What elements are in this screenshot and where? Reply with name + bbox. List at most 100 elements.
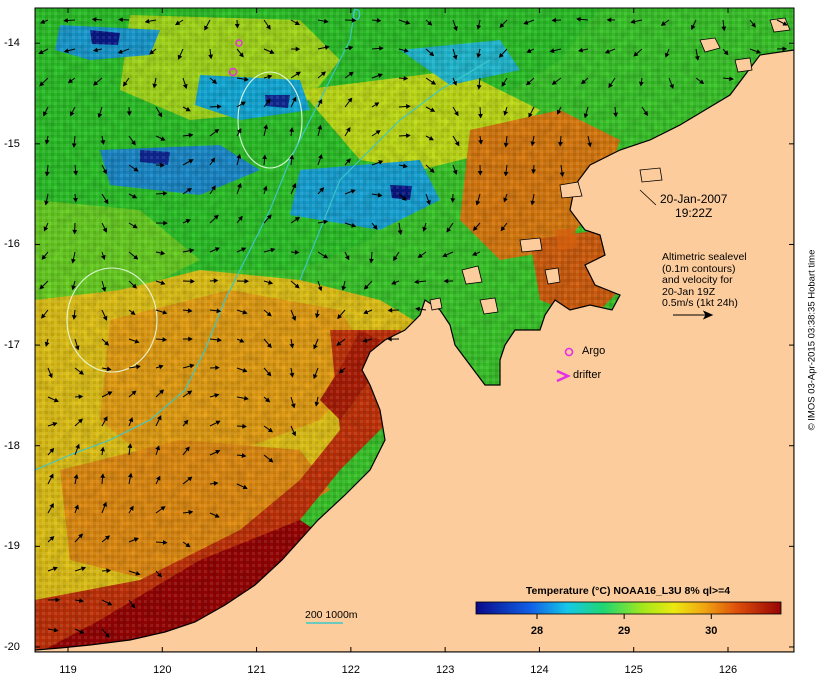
velocity-arrowhead <box>182 83 188 90</box>
velocity-arrowhead <box>242 423 247 429</box>
velocity-arrowhead <box>160 136 166 141</box>
velocity-arrowhead <box>362 338 368 343</box>
velocity-arrowhead <box>476 53 482 59</box>
velocity-arrowhead <box>185 446 190 452</box>
velocity-arrowhead <box>189 248 195 254</box>
velocity-arrowhead <box>391 280 397 285</box>
velocity-arrowhead <box>41 254 47 260</box>
velocity-arrowhead <box>291 183 297 189</box>
velocity-arrowhead <box>266 371 272 377</box>
velocity-arrowhead <box>633 51 639 57</box>
credit-text: © IMOS 03-Apr-2015 03:38:35 Hobart time <box>806 249 818 431</box>
velocity-arrowhead <box>393 255 398 262</box>
velocity-arrowhead <box>67 78 73 84</box>
altimetry-line: and velocity for <box>662 274 733 286</box>
velocity-arrowhead <box>266 311 272 317</box>
velocity-arrowhead <box>429 168 435 173</box>
velocity-arrowhead <box>446 227 452 233</box>
velocity-arrowhead <box>341 285 347 291</box>
velocity-arrowhead <box>265 98 271 104</box>
velocity-arrowhead <box>295 71 301 77</box>
velocity-arrowhead <box>72 229 78 235</box>
velocity-arrowhead <box>478 113 483 119</box>
velocity-arrowhead <box>177 54 183 60</box>
velocity-arrowhead <box>100 139 106 145</box>
velocity-arrowhead <box>339 368 345 374</box>
velocity-arrowhead <box>581 79 587 85</box>
velocity-arrowhead <box>216 308 222 314</box>
velocity-arrowhead <box>214 513 220 518</box>
velocity-arrowhead <box>318 154 323 160</box>
velocity-arrowhead <box>578 47 584 53</box>
velocity-arrowhead <box>266 24 271 30</box>
lon-tick-label: 126 <box>718 664 738 676</box>
velocity-arrowhead <box>526 80 532 86</box>
colorbar-tick-label: 28 <box>530 625 544 637</box>
velocity-arrowhead <box>559 172 565 177</box>
axis-ticks <box>35 8 794 652</box>
date-stamp: 20-Jan-2007 19:22Z <box>660 192 727 220</box>
velocity-arrowhead <box>241 453 247 458</box>
velocity-arrowhead <box>73 473 79 479</box>
velocity-arrowhead <box>269 49 275 54</box>
velocity-arrowhead <box>314 313 320 319</box>
velocity-arrowhead <box>472 225 478 231</box>
velocity-arrowhead <box>242 309 248 315</box>
velocity-arrowhead <box>606 17 612 23</box>
velocity-arrowhead <box>132 223 138 229</box>
velocity-arrowhead <box>526 48 532 53</box>
velocity-arrows <box>38 16 788 638</box>
velocity-arrowhead <box>44 341 50 347</box>
velocity-arrowhead <box>426 199 431 205</box>
velocity-arrowhead <box>604 49 610 54</box>
velocity-arrowhead <box>63 18 68 23</box>
argo-marker <box>228 67 238 77</box>
velocity-arrowhead <box>319 187 325 193</box>
velocity-arrowhead <box>204 25 209 31</box>
velocity-arrowhead <box>211 185 216 191</box>
velocity-arrowhead <box>208 54 214 60</box>
velocity-arrowhead <box>63 48 69 54</box>
velocity-arrowhead <box>129 505 134 511</box>
velocity-arrowhead <box>262 154 267 160</box>
velocity-arrowhead <box>266 343 272 349</box>
velocity-arrowhead <box>185 219 191 224</box>
velocity-arrowhead <box>608 82 613 89</box>
velocity-arrowhead <box>214 128 220 134</box>
velocity-arrowhead <box>162 190 168 196</box>
velocity-arrowhead <box>135 570 141 576</box>
velocity-arrowhead <box>133 167 139 172</box>
velocity-arrowhead <box>130 310 136 316</box>
velocity-arrowhead <box>78 394 84 400</box>
velocity-arrowhead <box>723 50 729 56</box>
velocity-arrowhead <box>295 46 301 52</box>
islands <box>429 17 791 315</box>
velocity-arrowhead <box>267 427 274 433</box>
velocity-arrowhead <box>503 142 509 148</box>
velocity-arrowhead <box>442 252 448 258</box>
velocity-arrowhead <box>344 255 350 261</box>
velocity-arrowhead <box>132 194 138 199</box>
velocity-arrowhead <box>49 535 55 541</box>
velocity-arrowhead <box>103 199 109 205</box>
velocity-arrowhead <box>782 21 788 26</box>
velocity-arrowhead <box>160 506 166 511</box>
velocity-arrowhead <box>104 340 110 346</box>
velocity-arrowhead <box>43 111 48 117</box>
velocity-arrowhead <box>294 283 300 289</box>
lat-tick-label: -14 <box>4 37 20 50</box>
velocity-arrowhead <box>669 83 674 89</box>
velocity-arrowhead <box>454 141 460 147</box>
velocity-arrowhead <box>239 338 245 343</box>
velocity-arrowhead <box>78 533 84 539</box>
velocity-arrowhead <box>403 75 409 81</box>
velocity-arrowhead <box>377 192 383 198</box>
velocity-arrowhead <box>214 393 220 398</box>
velocity-arrowhead <box>387 307 393 313</box>
velocity-arrowhead <box>294 217 300 222</box>
velocity-arrowhead <box>294 20 300 26</box>
velocity-arrowhead <box>267 280 274 285</box>
velocity-arrowhead <box>118 17 123 23</box>
velocity-arrowhead <box>452 54 458 60</box>
time-text: 19:22Z <box>675 206 713 220</box>
